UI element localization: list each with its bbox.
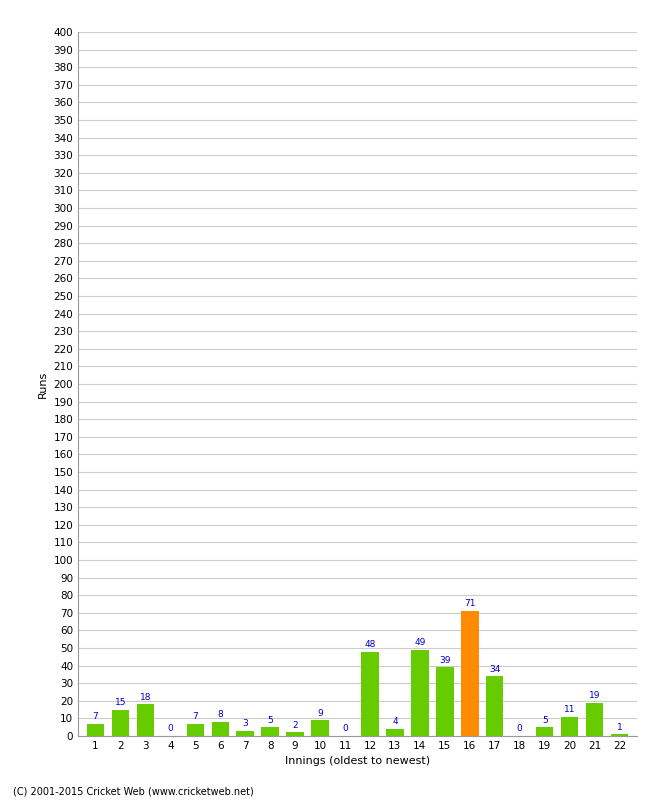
- Bar: [112, 710, 129, 736]
- Text: 19: 19: [589, 691, 601, 700]
- Text: 7: 7: [92, 712, 98, 721]
- Text: 9: 9: [317, 709, 323, 718]
- Text: 3: 3: [242, 719, 248, 728]
- Text: 18: 18: [140, 693, 151, 702]
- Bar: [386, 729, 404, 736]
- Text: 48: 48: [364, 640, 376, 649]
- Bar: [187, 724, 204, 736]
- Text: 39: 39: [439, 656, 450, 665]
- Bar: [536, 727, 553, 736]
- Text: 34: 34: [489, 665, 500, 674]
- Text: 5: 5: [542, 715, 547, 725]
- Text: 1: 1: [617, 722, 623, 731]
- Bar: [486, 676, 504, 736]
- Bar: [136, 704, 154, 736]
- Text: 49: 49: [414, 638, 426, 647]
- Bar: [287, 733, 304, 736]
- Bar: [211, 722, 229, 736]
- Text: 0: 0: [342, 724, 348, 734]
- Bar: [311, 720, 329, 736]
- Text: 2: 2: [292, 721, 298, 730]
- Bar: [461, 611, 478, 736]
- Text: 15: 15: [114, 698, 126, 707]
- Bar: [237, 730, 254, 736]
- Text: 5: 5: [267, 715, 273, 725]
- Text: 11: 11: [564, 705, 575, 714]
- X-axis label: Innings (oldest to newest): Innings (oldest to newest): [285, 757, 430, 766]
- Bar: [86, 724, 104, 736]
- Text: 0: 0: [168, 724, 173, 734]
- Text: 4: 4: [392, 718, 398, 726]
- Bar: [436, 667, 454, 736]
- Text: 7: 7: [192, 712, 198, 721]
- Y-axis label: Runs: Runs: [38, 370, 48, 398]
- Text: 0: 0: [517, 724, 523, 734]
- Text: (C) 2001-2015 Cricket Web (www.cricketweb.net): (C) 2001-2015 Cricket Web (www.cricketwe…: [13, 786, 254, 796]
- Bar: [361, 651, 379, 736]
- Bar: [261, 727, 279, 736]
- Bar: [586, 702, 603, 736]
- Bar: [411, 650, 428, 736]
- Bar: [611, 734, 629, 736]
- Bar: [561, 717, 579, 736]
- Text: 8: 8: [217, 710, 223, 719]
- Text: 71: 71: [464, 599, 476, 608]
